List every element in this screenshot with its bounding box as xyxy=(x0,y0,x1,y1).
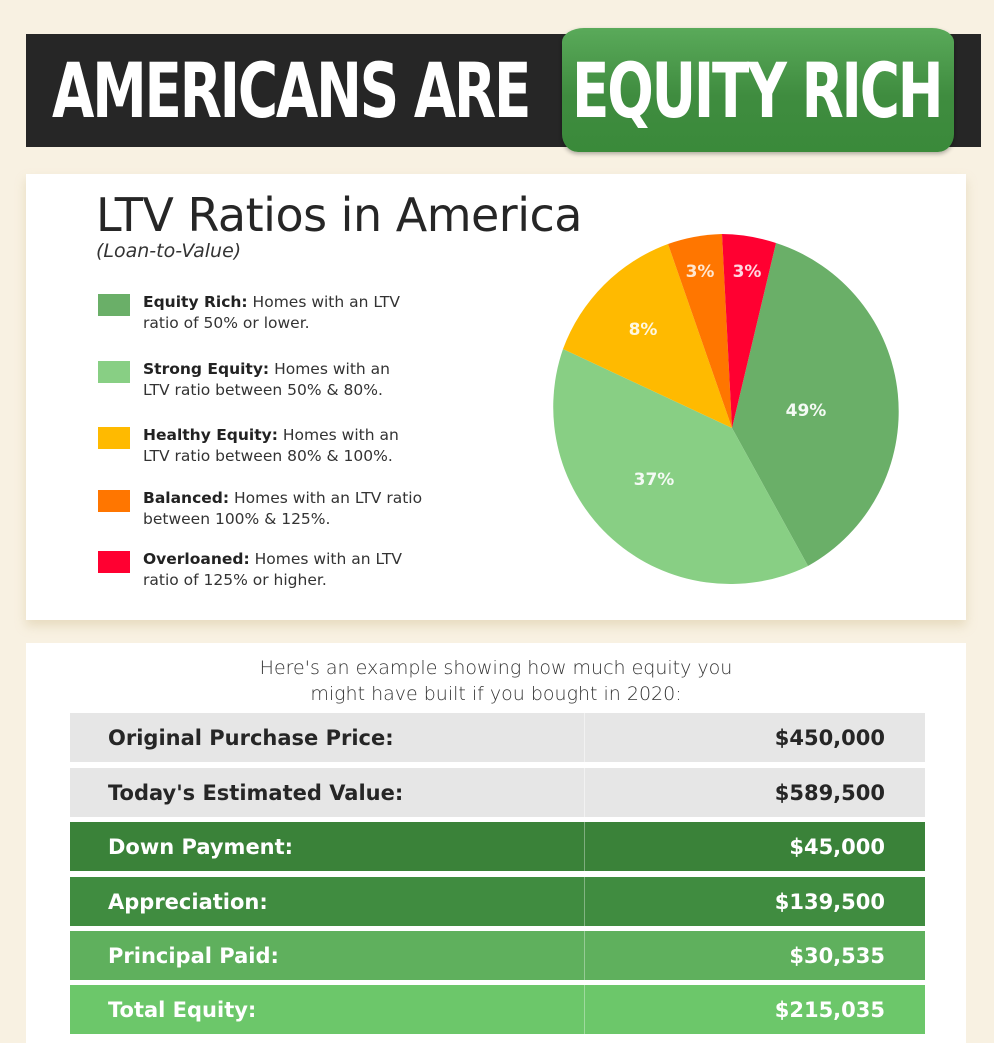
pie-slice-equity-rich xyxy=(732,243,899,566)
pie-label: 3% xyxy=(686,262,715,282)
chart-title: LTV Ratios in America xyxy=(96,188,582,242)
intro-line: might have built if you bought in 2020: xyxy=(310,683,682,705)
banner-prefix: AMERICANS ARE xyxy=(52,45,531,135)
legend-term: Healthy Equity: xyxy=(143,426,278,444)
pie-label: 37% xyxy=(634,470,675,490)
row-value: $139,500 xyxy=(774,889,885,914)
pie-slice-strong-equity xyxy=(553,349,808,585)
legend-term: Overloaned: xyxy=(143,550,250,568)
chart-subtitle: (Loan-to-Value) xyxy=(96,240,242,262)
banner-highlight-pill xyxy=(562,28,954,152)
ltv-pie-chart: 49% 37% 8% 3% 3% xyxy=(553,234,899,585)
legend-item-equity-rich: Equity Rich: Homes with an LTV ratio of 5… xyxy=(98,292,443,334)
row-label: Down Payment: xyxy=(108,834,294,859)
pie-slice-healthy-equity xyxy=(563,244,732,428)
table-row-down-payment: Down Payment: $45,000 xyxy=(70,822,925,871)
pie-label: 49% xyxy=(786,401,827,421)
pie-slice-overloaned xyxy=(722,234,776,428)
legend-item-balanced: Balanced: Homes with an LTV ratio between… xyxy=(98,488,443,530)
table-row-appreciation: Appreciation: $139,500 xyxy=(70,877,925,926)
legend-swatch xyxy=(98,294,130,316)
legend-desc: ratio of 125% or higher. xyxy=(143,571,327,589)
banner-highlight: EQUITY RICH xyxy=(572,45,944,135)
table-row-total-equity: Total Equity: $215,035 xyxy=(70,985,925,1034)
legend-desc: Homes with an LTV xyxy=(249,550,403,568)
pie-slice-balanced xyxy=(668,234,732,428)
legend-term: Equity Rich: xyxy=(143,293,248,311)
table-row-estimated-value: Today's Estimated Value: $589,500 xyxy=(70,768,925,817)
legend-term: Strong Equity: xyxy=(143,360,270,378)
legend-swatch xyxy=(98,551,130,573)
row-value: $215,035 xyxy=(774,997,885,1022)
table-row-principal-paid: Principal Paid: $30,535 xyxy=(70,931,925,980)
legend-desc: LTV ratio between 50% & 80%. xyxy=(143,381,383,399)
row-label: Total Equity: xyxy=(108,997,257,1022)
row-value: $589,500 xyxy=(774,780,885,805)
row-value: $30,535 xyxy=(789,943,885,968)
legend-desc: Homes with an LTV ratio xyxy=(229,489,423,507)
legend-swatch xyxy=(98,427,130,449)
intro-line: Here's an example showing how much equit… xyxy=(259,657,733,679)
row-value: $450,000 xyxy=(774,725,885,750)
legend-desc: Homes with an xyxy=(269,360,390,378)
row-value: $45,000 xyxy=(789,834,885,859)
legend-item-strong-equity: Strong Equity: Homes with an LTV ratio be… xyxy=(98,359,443,401)
legend-swatch xyxy=(98,361,130,383)
row-label: Appreciation: xyxy=(108,889,268,914)
legend-desc: LTV ratio between 80% & 100%. xyxy=(143,447,393,465)
legend-desc: Homes with an xyxy=(277,426,399,444)
table-row-original-price: Original Purchase Price: $450,000 xyxy=(70,713,925,762)
legend-desc: ratio of 50% or lower. xyxy=(143,314,310,332)
legend-item-healthy-equity: Healthy Equity: Homes with an LTV ratio b… xyxy=(98,425,443,467)
row-label: Today's Estimated Value: xyxy=(108,780,404,805)
pie-label: 3% xyxy=(733,262,762,282)
legend-desc: Homes with an LTV xyxy=(247,293,400,311)
row-label: Principal Paid: xyxy=(108,943,279,968)
legend-desc: between 100% & 125%. xyxy=(143,510,331,528)
example-intro: Here's an example showing how much equit… xyxy=(26,655,966,707)
legend-term: Balanced: xyxy=(143,489,230,507)
row-label: Original Purchase Price: xyxy=(108,725,394,750)
pie-label: 8% xyxy=(629,320,658,340)
legend-item-overloaned: Overloaned: Homes with an LTV ratio of 12… xyxy=(98,549,443,591)
legend-swatch xyxy=(98,490,130,512)
